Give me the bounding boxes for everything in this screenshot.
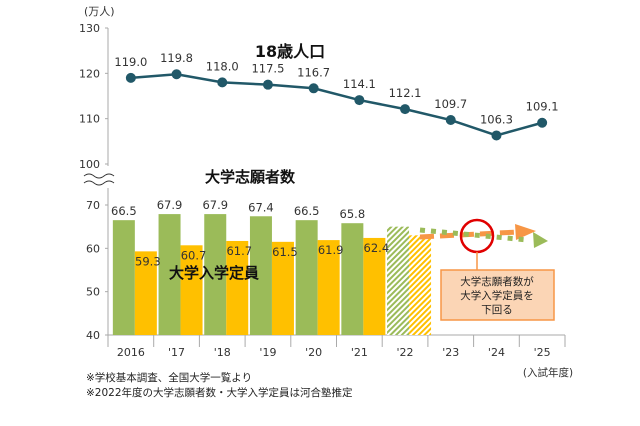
bar-capacity [226, 240, 249, 335]
data-label: 59.3 [135, 254, 161, 268]
data-label: 106.3 [480, 112, 513, 126]
data-label: 66.5 [111, 204, 137, 218]
data-label: 60.7 [181, 248, 207, 262]
y-tick-label: 60 [86, 242, 100, 255]
line-point [491, 130, 502, 141]
bar-applicants [295, 220, 318, 335]
x-tick-label: '17 [168, 346, 185, 359]
x-tick-label: '20 [305, 346, 322, 359]
x-tick-label: '21 [351, 346, 368, 359]
data-label: 117.5 [251, 62, 284, 76]
line-point [125, 72, 136, 83]
data-label: 61.7 [226, 244, 252, 258]
data-label: 109.7 [434, 97, 467, 111]
y-tick-label: 120 [79, 67, 100, 80]
series-title-capacity: 大学入学定員 [169, 264, 259, 282]
line-point [171, 69, 182, 80]
line-point [354, 95, 365, 106]
axis-break-icon [83, 173, 115, 186]
bar-applicants [204, 214, 227, 335]
line-point [262, 79, 273, 90]
data-label: 61.9 [318, 243, 344, 257]
callout-text: 下回る [481, 304, 513, 316]
arrowhead-icon [533, 232, 548, 248]
bar-applicants [112, 220, 135, 335]
data-label: 116.7 [297, 65, 330, 79]
y-tick-label: 110 [79, 113, 100, 126]
x-tick-label: '24 [488, 346, 505, 359]
bar-applicants [387, 226, 410, 335]
note-source: ※学校基本調査、全国大学一覧より [86, 372, 253, 384]
series-title-applicants: 大学志願者数 [205, 168, 296, 186]
x-tick-label: '23 [442, 346, 459, 359]
x-tick-label: '19 [259, 346, 276, 359]
data-label: 118.0 [206, 59, 239, 73]
data-label: 61.5 [272, 245, 298, 259]
data-label: 67.9 [202, 198, 228, 212]
y-tick-label: 100 [79, 158, 100, 171]
callout-box [440, 269, 555, 321]
callout-text: 大学入学定員を [460, 289, 534, 302]
bar-capacity [180, 245, 203, 335]
bar-capacity [409, 235, 432, 335]
series-title-population: 18歳人口 [255, 42, 325, 61]
bar-applicants [158, 214, 181, 335]
bar-capacity [134, 251, 157, 335]
callout-text: 大学志願者数が [460, 275, 534, 288]
trend-capacity [419, 229, 519, 240]
bar-capacity [317, 240, 340, 335]
line-population [130, 72, 543, 137]
data-label: 109.1 [526, 100, 559, 114]
y-tick-label: 50 [86, 286, 100, 299]
data-label: 62.4 [364, 241, 390, 255]
data-label: 119.0 [114, 55, 147, 69]
arrowhead-icon [515, 224, 536, 240]
x-tick-label: '22 [397, 346, 414, 359]
data-label: 66.5 [294, 204, 320, 218]
bar-applicants [341, 223, 364, 335]
line-point [400, 104, 411, 115]
x-tick-label: 2016 [117, 346, 145, 359]
x-tick-label: '18 [214, 346, 231, 359]
line-point [445, 115, 456, 126]
y-tick-label: 70 [86, 199, 100, 212]
y-tick-label: 40 [86, 329, 100, 342]
line-point [217, 77, 228, 88]
note-estimate: ※2022年度の大学志願者数・大学入学定員は河合塾推定 [86, 387, 353, 399]
y-unit-label: (万人) [84, 5, 115, 18]
bar-capacity [271, 241, 294, 335]
data-label: 119.8 [160, 51, 193, 65]
line-point [308, 83, 319, 94]
data-label: 65.8 [340, 207, 366, 221]
data-label: 67.9 [157, 198, 183, 212]
data-label: 67.4 [248, 200, 274, 214]
bar-applicants [249, 216, 272, 335]
bar-capacity [363, 237, 386, 335]
trend-applicants [419, 227, 529, 243]
line-point [537, 117, 548, 128]
data-label: 112.1 [389, 86, 422, 100]
data-label: 114.1 [343, 77, 376, 91]
x-tick-label: '25 [534, 346, 551, 359]
y-tick-label: 130 [79, 22, 100, 35]
x-axis-label: (入試年度) [523, 366, 573, 379]
